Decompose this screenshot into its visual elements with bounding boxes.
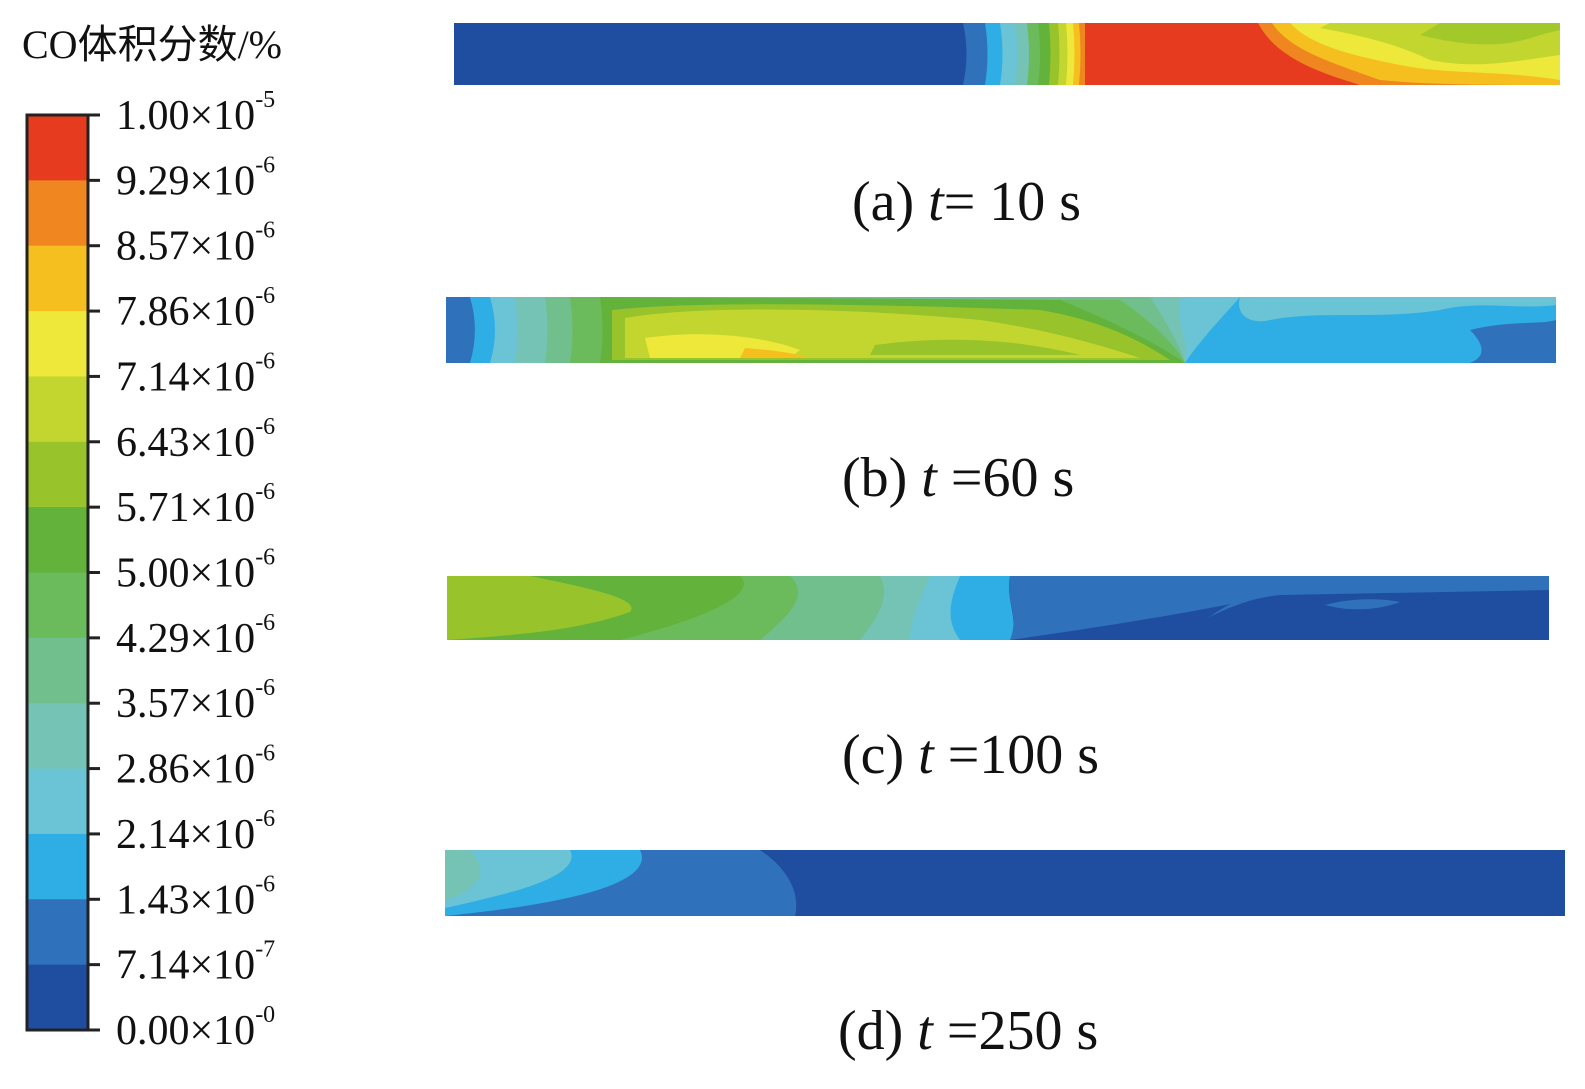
colorbar-swatch [27, 572, 88, 639]
contour-band-a11 [1079, 23, 1085, 85]
contour-band-b2 [470, 297, 495, 363]
panel-label-c: (c) t =100 s [842, 724, 1099, 786]
contour-band-c9 [1160, 590, 1549, 640]
colorbar-swatch [27, 899, 88, 966]
colorbar-swatch [27, 115, 88, 181]
contour-panel-b [446, 297, 1556, 363]
panel-label-a: (a) t= 10 s [852, 171, 1081, 233]
colorbar-tick-label: 3.57×10-6 [116, 675, 275, 727]
colorbar-tick-label: 7.14×10-6 [116, 348, 275, 400]
colorbar-tick-label: 1.00×10-5 [116, 87, 275, 139]
contour-band-c7 [447, 576, 632, 640]
colorbar: 1.00×10-5 9.29×10-6 8.57×10-6 7.86×10-6 7.14… [25, 87, 275, 1054]
colorbar-tick-label: 2.86×10-6 [116, 741, 275, 793]
colorbar-tick-label: 6.43×10-6 [116, 414, 275, 466]
panel-label-d: (d) t =250 s [838, 1000, 1098, 1062]
colorbar-tick-label: 7.14×10-7 [116, 937, 275, 989]
colorbar-tick-label: 1.43×10-6 [116, 871, 275, 923]
colorbar-swatch [27, 245, 88, 312]
colorbar-swatch [27, 507, 88, 573]
contour-band-b1 [446, 297, 475, 363]
contour-band-b11 [740, 348, 810, 358]
contour-panel-c [447, 576, 1549, 640]
contour-band-b12 [870, 339, 1080, 355]
colorbar-tick-label: 9.29×10-6 [116, 152, 275, 204]
colorbar-tick-label: 5.71×10-6 [116, 479, 275, 531]
colorbar-swatch [27, 833, 88, 900]
colorbar-tick-label: 0.00×10-0 [116, 1002, 275, 1054]
panel-label-b: (b) t =60 s [842, 447, 1074, 509]
contour-band-c10 [1325, 599, 1400, 610]
colorbar-swatch [27, 637, 88, 704]
contour-band-a17 [1420, 23, 1560, 45]
contour-band-d4 [445, 850, 481, 900]
contour-band-b13 [1239, 297, 1556, 322]
colorbar-swatch [27, 180, 88, 247]
colorbar-swatch [27, 311, 88, 377]
colorbar-swatch [27, 768, 88, 835]
colorbar-swatch [27, 376, 88, 443]
colorbar-swatch [27, 703, 88, 770]
colorbar-tick-label: 4.29×10-6 [116, 610, 275, 662]
colorbar-tick-label: 2.14×10-6 [116, 806, 275, 858]
contour-band-b14 [1470, 320, 1556, 363]
colorbar-tick-label: 5.00×10-6 [116, 545, 275, 597]
colorbar-swatch [27, 964, 88, 1031]
colorbar-tick-label: 7.86×10-6 [116, 283, 275, 335]
contour-panel-a [454, 23, 1560, 85]
colorbar-swatch [27, 441, 88, 508]
colorbar-title: CO体积分数/% [22, 22, 282, 67]
colorbar-tick-label: 8.57×10-6 [116, 218, 275, 270]
contour-panel-d [445, 850, 1565, 916]
